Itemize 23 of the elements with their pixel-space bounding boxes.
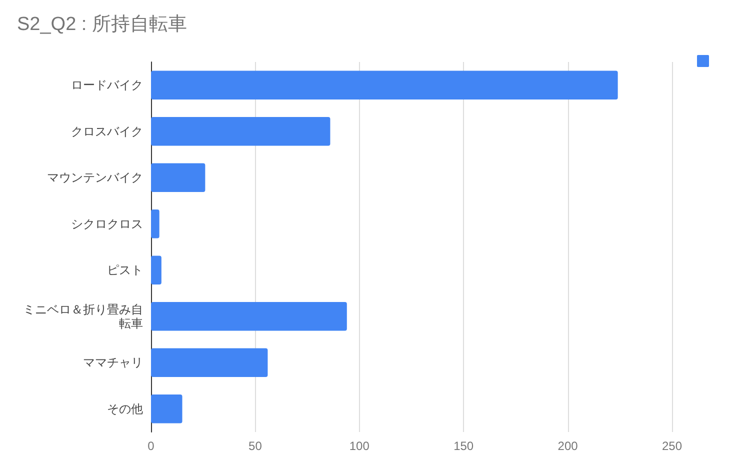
x-tick-label: 200 <box>558 439 578 453</box>
bar <box>151 70 618 100</box>
y-tick-label: その他 <box>107 402 143 416</box>
bar <box>151 163 206 192</box>
bar <box>151 394 182 424</box>
y-tick-label: マウンテンバイク <box>47 170 143 185</box>
bar <box>151 348 268 377</box>
y-tick-label: ピスト <box>107 263 143 278</box>
y-tick-label: ママチャリ <box>83 356 143 370</box>
x-tick-label: 100 <box>349 439 370 453</box>
y-tick-label: シクロクロス <box>71 216 143 231</box>
bar <box>151 256 162 284</box>
bar <box>151 210 160 238</box>
bar <box>151 117 330 146</box>
x-tick-label: 0 <box>148 439 155 453</box>
y-tick-label: クロスバイク <box>71 124 143 138</box>
x-tick-label: 150 <box>454 439 474 453</box>
y-tick-label: ロードバイク <box>71 78 143 92</box>
chart-title: S2_Q2 : 所持自転車 <box>17 14 187 35</box>
x-tick-label: 50 <box>248 439 262 453</box>
y-tick-label: ミニベロ＆折り畳み自転車 <box>23 302 143 330</box>
x-tick-label: 250 <box>662 439 682 453</box>
bar <box>151 302 347 331</box>
